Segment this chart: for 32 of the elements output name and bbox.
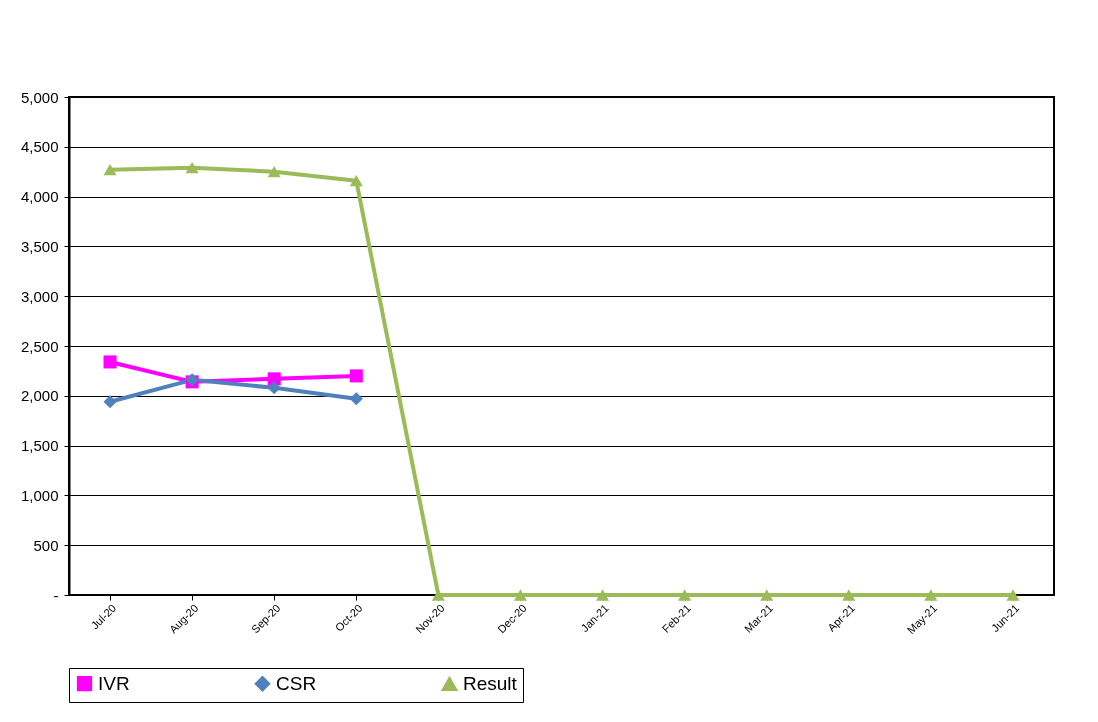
- y-tick-label: -: [53, 586, 59, 604]
- y-tick-label: 3,500: [20, 237, 59, 255]
- y-tick-label: 500: [33, 536, 59, 554]
- point: [103, 355, 117, 369]
- point: [760, 589, 774, 601]
- y-tick-label: 5,000: [20, 88, 59, 106]
- point: [349, 175, 363, 187]
- point: [513, 589, 527, 601]
- point: [185, 162, 199, 174]
- point: [431, 589, 445, 601]
- point: [267, 381, 281, 395]
- point: [1006, 589, 1020, 601]
- y-tick-label: 3,000: [20, 287, 59, 305]
- point: [842, 589, 856, 601]
- point: [349, 392, 363, 406]
- legend-label: Result: [463, 673, 518, 695]
- y-tick-label: 2,000: [20, 387, 59, 405]
- y-tick-label: 1,500: [20, 437, 59, 455]
- point: [267, 372, 281, 386]
- legend-label: IVR: [98, 672, 130, 694]
- point: [924, 589, 938, 601]
- y-tick-label: 1,000: [20, 486, 59, 504]
- point: [349, 369, 363, 383]
- point: [103, 164, 117, 176]
- point: [267, 166, 281, 178]
- point: [678, 589, 692, 601]
- y-tick-label: 4,000: [20, 188, 59, 206]
- point: [596, 589, 610, 601]
- legend-label: CSR: [276, 672, 317, 694]
- y-tick-label: 2,500: [20, 337, 59, 355]
- point: [103, 395, 117, 409]
- y-tick-label: 4,500: [20, 138, 59, 156]
